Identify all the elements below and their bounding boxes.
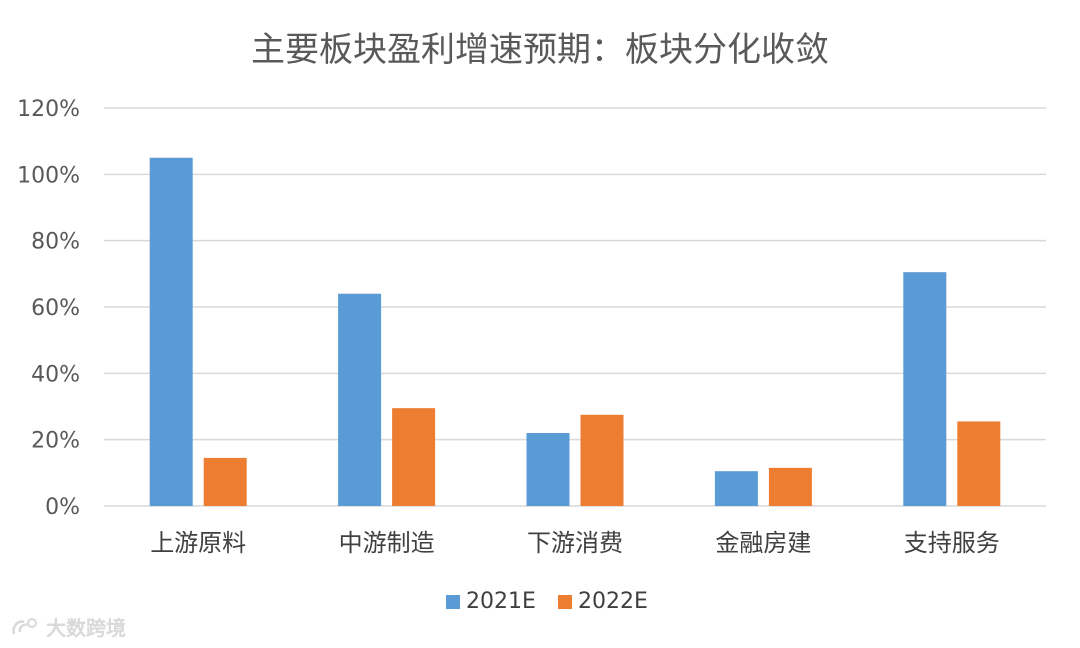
watermark: 大数跨境 bbox=[10, 612, 126, 641]
bar-2021E-1 bbox=[338, 293, 382, 506]
legend-swatch bbox=[446, 595, 460, 609]
legend-swatch bbox=[558, 595, 572, 609]
x-category-label: 上游原料 bbox=[150, 529, 246, 557]
y-axis-ticks: 0% 20% 40% 60% 80% 100% 120% bbox=[17, 97, 80, 520]
x-category-label: 下游消费 bbox=[527, 529, 623, 557]
y-tick-label: 20% bbox=[31, 429, 80, 454]
bars bbox=[149, 157, 1001, 506]
bar-2022E-1 bbox=[392, 408, 436, 506]
chart-title: 主要板块盈利增速预期：板块分化收敛 bbox=[251, 30, 829, 70]
logo-swirl-icon bbox=[12, 617, 37, 634]
bar-2021E-0 bbox=[149, 157, 193, 506]
bar-2022E-4 bbox=[957, 421, 1001, 506]
bar-2021E-4 bbox=[903, 272, 947, 506]
watermark-text: 大数跨境 bbox=[46, 616, 126, 640]
bar-2022E-0 bbox=[203, 457, 247, 506]
x-category-label: 中游制造 bbox=[339, 529, 435, 557]
y-tick-label: 60% bbox=[31, 296, 80, 321]
legend-label: 2021E bbox=[466, 589, 536, 614]
x-category-label: 支持服务 bbox=[904, 529, 1000, 557]
bar-2022E-2 bbox=[580, 414, 624, 506]
gridlines bbox=[104, 107, 1046, 507]
x-axis-categories: 上游原料 中游制造 下游消费 金融房建 支持服务 bbox=[150, 529, 1000, 557]
bar-2022E-3 bbox=[768, 467, 812, 506]
bar-2021E-3 bbox=[714, 471, 758, 506]
bar-2021E-2 bbox=[526, 433, 570, 506]
y-tick-label: 80% bbox=[31, 230, 80, 255]
y-tick-label: 0% bbox=[45, 495, 80, 520]
y-tick-label: 100% bbox=[17, 163, 80, 188]
legend-label: 2022E bbox=[578, 589, 648, 614]
y-tick-label: 120% bbox=[17, 97, 80, 122]
y-tick-label: 40% bbox=[31, 362, 80, 387]
x-category-label: 金融房建 bbox=[715, 529, 811, 557]
legend: 2021E 2022E bbox=[446, 589, 648, 614]
